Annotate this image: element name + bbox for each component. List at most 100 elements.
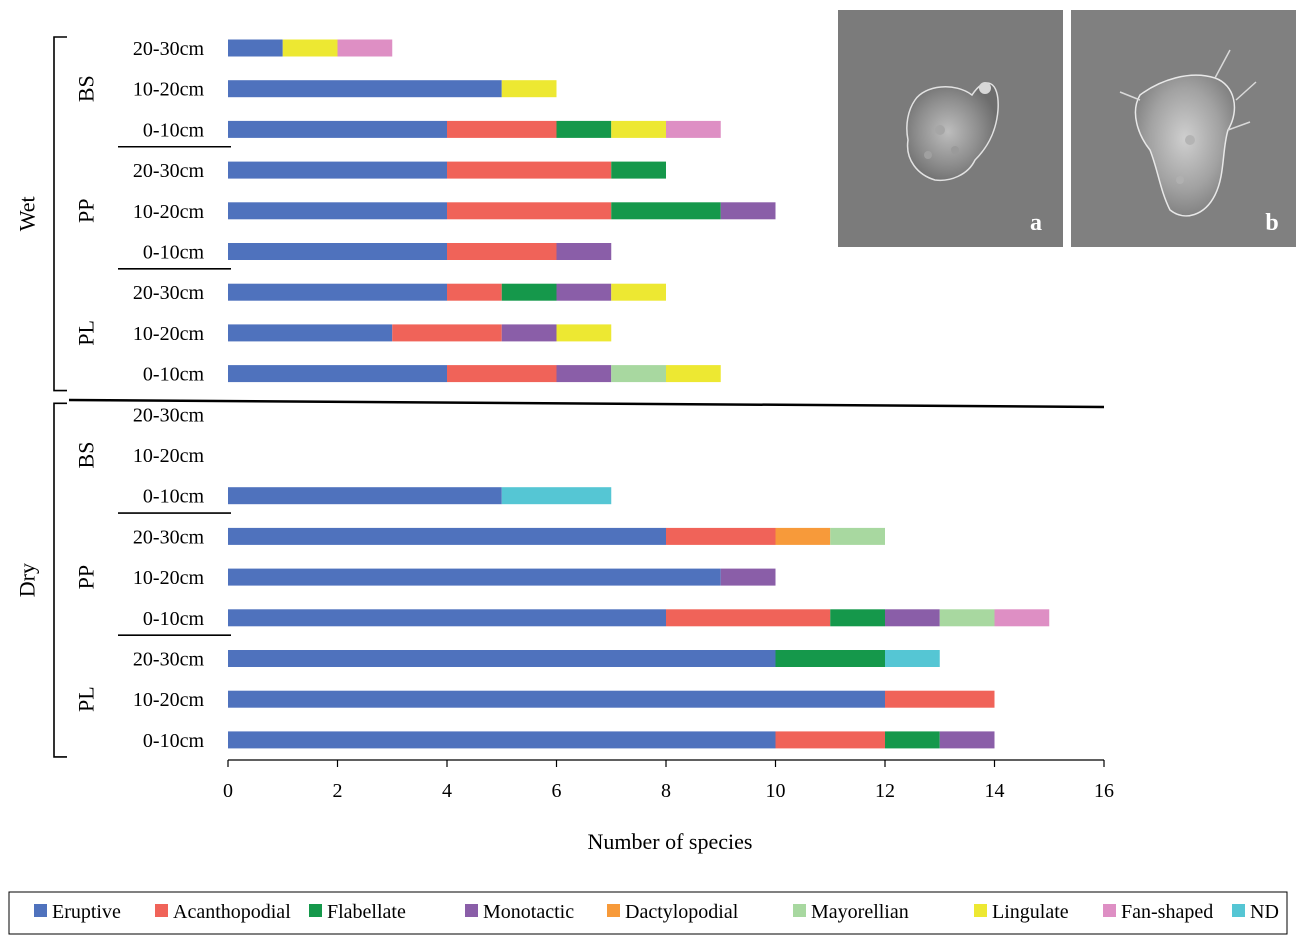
legend-swatch (465, 904, 478, 917)
season-separator (68, 398, 1105, 409)
bar-segment-flabellate (556, 120, 612, 138)
bar-segment-acanthopodial (447, 120, 557, 138)
row-label: 0-10cm (143, 486, 205, 508)
bar-segment-eruptive (228, 527, 666, 545)
row-label: 10-20cm (133, 689, 205, 711)
x-axis: 0 2 4 6 8 10 12 14 16 (223, 759, 1114, 802)
micrograph-a: a (838, 10, 1063, 247)
legend-swatch (974, 904, 987, 917)
legend-swatch (34, 904, 47, 917)
group-label: PP (74, 199, 99, 223)
bar-segment-flabellate (830, 609, 885, 627)
bar-segment-monotactic (720, 202, 776, 220)
bar-segment-lingulate (611, 120, 666, 138)
legend-label: ND (1250, 901, 1279, 923)
row-label: 0-10cm (143, 730, 205, 752)
bar-segment-mayorellian (830, 527, 885, 545)
bar-segment-eruptive (228, 487, 502, 505)
legend-label: Acanthopodial (173, 901, 291, 923)
legend-swatch (1232, 904, 1245, 917)
legend-label: Eruptive (52, 901, 121, 923)
bar-segment-eruptive (228, 283, 447, 301)
bar-segment-eruptive (228, 80, 502, 98)
bar-segment-eruptive (228, 161, 447, 179)
bar-segment-eruptive (228, 120, 447, 138)
bar-segment-eruptive (228, 324, 393, 342)
bar-segment-lingulate (666, 365, 721, 383)
bar-segment-nd (885, 650, 940, 667)
legend-swatch (155, 904, 168, 917)
bar-segment-monotactic (556, 365, 612, 383)
bar-segment-acanthopodial (447, 365, 557, 383)
x-tick-label: 10 (766, 780, 786, 802)
bar-segment-acanthopodial (666, 609, 831, 627)
bar-segment-acanthopodial (447, 161, 612, 179)
bar-segment-dactylopodial (775, 527, 831, 545)
row-label: 0-10cm (143, 608, 205, 630)
bar-segment-acanthopodial (392, 324, 502, 342)
legend-label: Flabellate (327, 901, 406, 923)
x-axis-title: Number of species (588, 829, 753, 854)
micrograph-a-label: a (1030, 210, 1042, 236)
bar-segment-acanthopodial (666, 527, 776, 545)
legend: Eruptive Acanthopodial Flabellate Monotacti… (8, 891, 1288, 935)
bar-segment-eruptive (228, 39, 283, 57)
bar-segment-monotactic (720, 568, 776, 586)
bar-segment-flabellate (885, 731, 940, 749)
legend-label: Monotactic (483, 901, 574, 923)
x-tick-label: 6 (552, 780, 562, 802)
bar-segment-eruptive (228, 650, 776, 667)
legend-label: Fan-shaped (1121, 901, 1213, 923)
bar-segment-fan-shaped (666, 120, 721, 138)
bar-segment-flabellate (775, 650, 885, 667)
bar-segment-monotactic (501, 324, 557, 342)
x-tick-label: 12 (875, 780, 895, 802)
bar-segment-monotactic (885, 609, 940, 627)
row-label: 0-10cm (143, 119, 205, 141)
group-label: PL (74, 320, 99, 346)
legend-swatch (1103, 904, 1116, 917)
bar-segment-flabellate (611, 202, 721, 220)
group-label: PL (74, 686, 99, 712)
bar-segment-fan-shaped (994, 609, 1050, 627)
group-label: PP (74, 565, 99, 589)
bar-segment-flabellate (501, 283, 557, 301)
bar-segment-eruptive (228, 731, 776, 749)
bar-segment-eruptive (228, 202, 447, 220)
bar-segment-eruptive (228, 690, 885, 708)
bar-segment-lingulate (611, 283, 666, 301)
legend-swatch (607, 904, 620, 917)
bar-segment-acanthopodial (447, 202, 612, 220)
micrograph-b: b (1071, 10, 1296, 247)
bar-segment-eruptive (228, 568, 721, 586)
bar-segment-monotactic (556, 283, 612, 301)
micrograph-b-label: b (1265, 210, 1278, 236)
season-label: Dry (15, 563, 40, 597)
x-tick-label: 4 (442, 780, 452, 802)
legend-swatch (309, 904, 322, 917)
row-label: 10-20cm (133, 445, 205, 467)
bar-segment-mayorellian (939, 609, 995, 627)
bar-segment-eruptive (228, 365, 447, 383)
row-label: 10-20cm (133, 567, 205, 589)
row-label: 10-20cm (133, 201, 205, 223)
bar-segment-monotactic (556, 243, 612, 260)
x-tick-label: 14 (985, 780, 1005, 802)
bar-segment-eruptive (228, 609, 666, 627)
bar-segment-mayorellian (611, 365, 666, 383)
row-label: 10-20cm (133, 79, 205, 101)
legend-label: Dactylopodial (625, 901, 739, 923)
legend-box (8, 891, 1288, 935)
x-tick-label: 0 (223, 780, 233, 802)
bar-segment-acanthopodial (775, 731, 885, 749)
bar-segment-fan-shaped (337, 39, 393, 57)
x-tick-label: 2 (333, 780, 343, 802)
bar-segment-acanthopodial (447, 243, 557, 260)
bar-segment-acanthopodial (885, 690, 995, 708)
group-label: BS (74, 442, 99, 469)
legend-label: Mayorellian (811, 901, 909, 923)
bar-segment-flabellate (611, 161, 666, 179)
bar-segment-monotactic (939, 731, 995, 749)
season-label: Wet (15, 196, 40, 231)
